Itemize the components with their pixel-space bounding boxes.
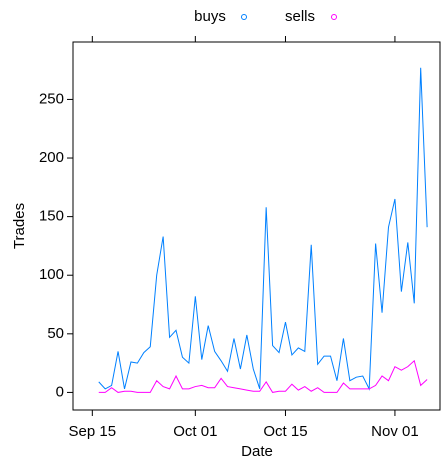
legend-label: buys <box>194 8 226 25</box>
series-line <box>98 359 428 393</box>
legend-symbol <box>241 14 247 20</box>
x-tick-label: Oct 01 <box>173 423 217 440</box>
series-line <box>98 67 428 391</box>
y-tick-label: 200 <box>39 149 64 166</box>
x-tick-label: Sep 15 <box>69 423 117 440</box>
x-tick-label: Nov 01 <box>371 423 419 440</box>
y-tick-label: 150 <box>39 208 64 225</box>
panel-border <box>72 41 441 411</box>
y-tick-label: 100 <box>39 266 64 283</box>
legend-symbol <box>331 14 337 20</box>
y-tick-label: 50 <box>47 325 64 342</box>
y-tick-label: 250 <box>39 90 64 107</box>
y-axis-label: Trades <box>11 203 28 249</box>
y-tick-label: 0 <box>56 383 64 400</box>
legend-label: sells <box>285 8 315 25</box>
x-axis-label: Date <box>241 443 273 458</box>
x-tick-label: Oct 15 <box>263 423 307 440</box>
